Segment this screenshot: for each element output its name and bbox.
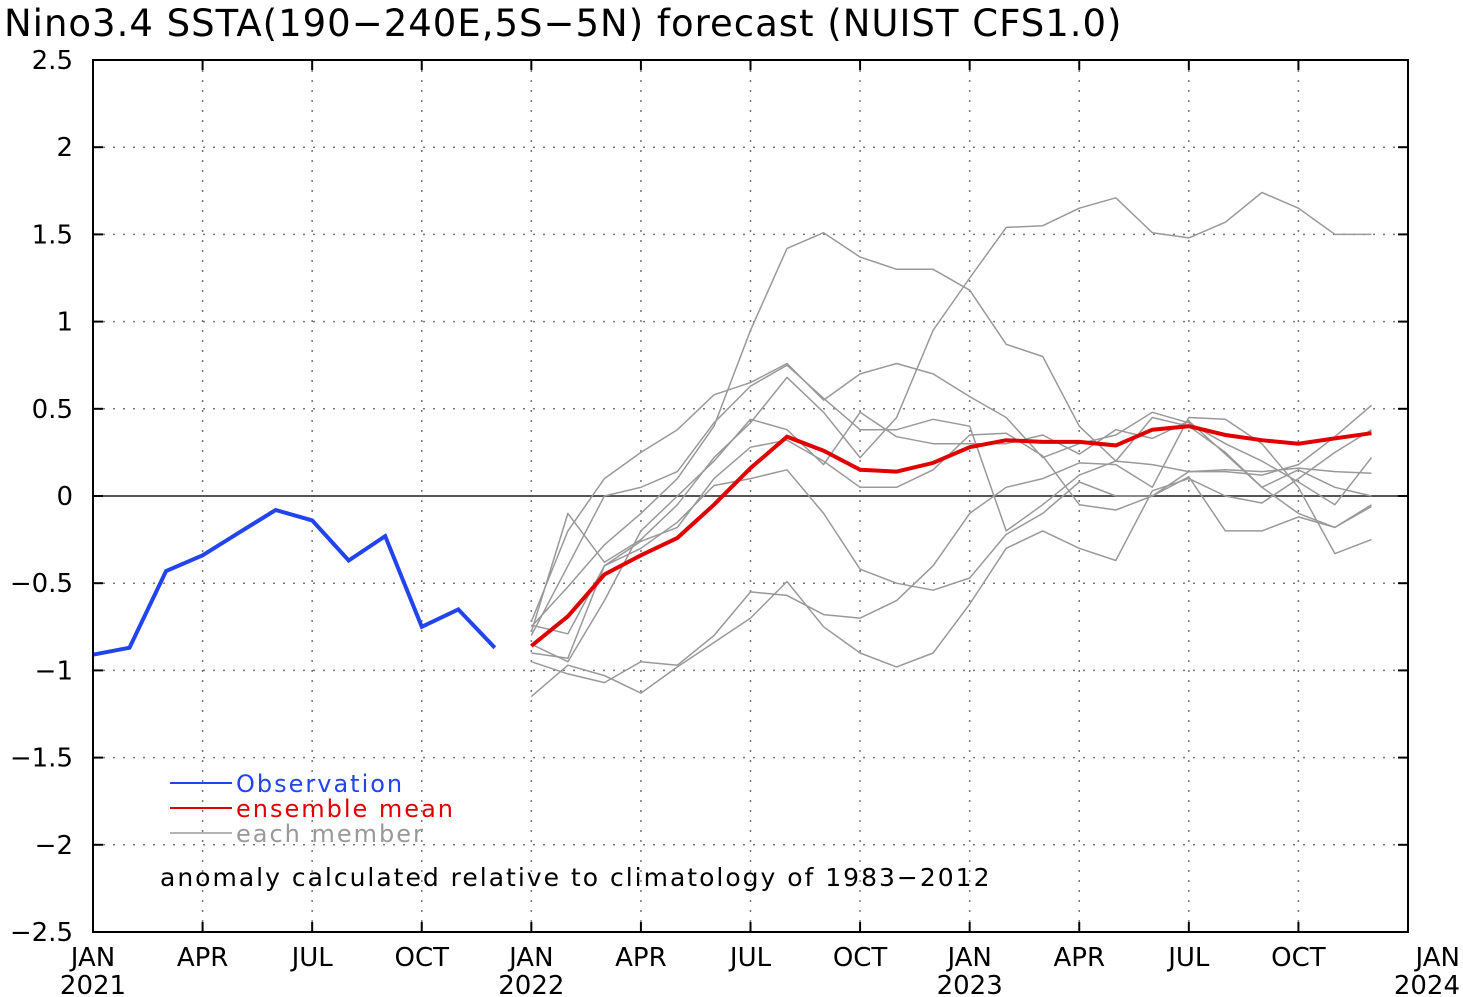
x-tick-year-label: 2021 bbox=[60, 971, 126, 997]
x-tick-label: APR bbox=[615, 943, 667, 973]
x-tick-year-label: 2024 bbox=[1394, 971, 1460, 997]
x-tick-label: JUL bbox=[290, 943, 334, 973]
observation-series-line bbox=[92, 507, 497, 657]
legend-label: Observation bbox=[236, 770, 404, 798]
x-tick-label: JAN bbox=[1414, 943, 1460, 973]
y-tick-label: 0.5 bbox=[32, 395, 73, 425]
x-tick-label: OCT bbox=[1271, 943, 1326, 973]
x-tick-label: OCT bbox=[833, 943, 888, 973]
axis-ticks bbox=[92, 59, 1409, 933]
member-series-line bbox=[530, 362, 1373, 622]
y-tick-label: 1.5 bbox=[32, 220, 73, 250]
y-tick-label: 2 bbox=[56, 133, 73, 163]
x-tick-label: JAN bbox=[507, 943, 553, 973]
member-series-line bbox=[530, 231, 1372, 628]
x-tick-label: JAN bbox=[945, 943, 991, 973]
x-tick-year-label: 2023 bbox=[937, 971, 1003, 997]
member-series-group bbox=[530, 191, 1373, 698]
member-series-line bbox=[531, 416, 1372, 684]
member-series-line bbox=[531, 404, 1372, 659]
ensemble-mean-series-group bbox=[530, 424, 1372, 648]
member-series-line bbox=[530, 364, 1372, 636]
x-tick-label: JUL bbox=[728, 943, 772, 973]
chart-title: Nino3.4 SSTA(190−240E,5S−5N) forecast (N… bbox=[4, 2, 1123, 45]
member-series-line bbox=[531, 432, 1372, 635]
member-series-line bbox=[530, 191, 1372, 633]
y-tick-label: −2.5 bbox=[10, 918, 73, 948]
y-tick-label: −0.5 bbox=[10, 569, 73, 599]
x-tick-label: OCT bbox=[394, 943, 449, 973]
ensemble-mean-series-line bbox=[530, 424, 1372, 648]
y-tick-label: −1 bbox=[35, 656, 73, 686]
y-tick-label: 2.5 bbox=[32, 46, 73, 76]
x-tick-year-label: 2022 bbox=[498, 971, 564, 997]
x-tick-label: JUL bbox=[1166, 943, 1210, 973]
member-series-line bbox=[530, 429, 1372, 698]
x-tick-label: JAN bbox=[69, 943, 115, 973]
x-tick-label: APR bbox=[177, 943, 229, 973]
legend-label: each member bbox=[236, 820, 425, 848]
y-tick-label: −2 bbox=[35, 831, 73, 861]
member-series-line bbox=[530, 411, 1372, 663]
x-tick-label: APR bbox=[1053, 943, 1105, 973]
y-tick-label: 1 bbox=[56, 308, 73, 338]
y-tick-label: −1.5 bbox=[10, 744, 73, 774]
legend-label: ensemble mean bbox=[236, 795, 455, 823]
observation-series-group bbox=[92, 507, 497, 657]
y-tick-labels: 2.5 2 1.5 1 0.5 0 −0.5 −1 −1.5 −2 −2.5 bbox=[10, 46, 73, 948]
y-tick-label: 0 bbox=[56, 482, 73, 512]
climatology-note: anomaly calculated relative to climatolo… bbox=[160, 863, 991, 892]
